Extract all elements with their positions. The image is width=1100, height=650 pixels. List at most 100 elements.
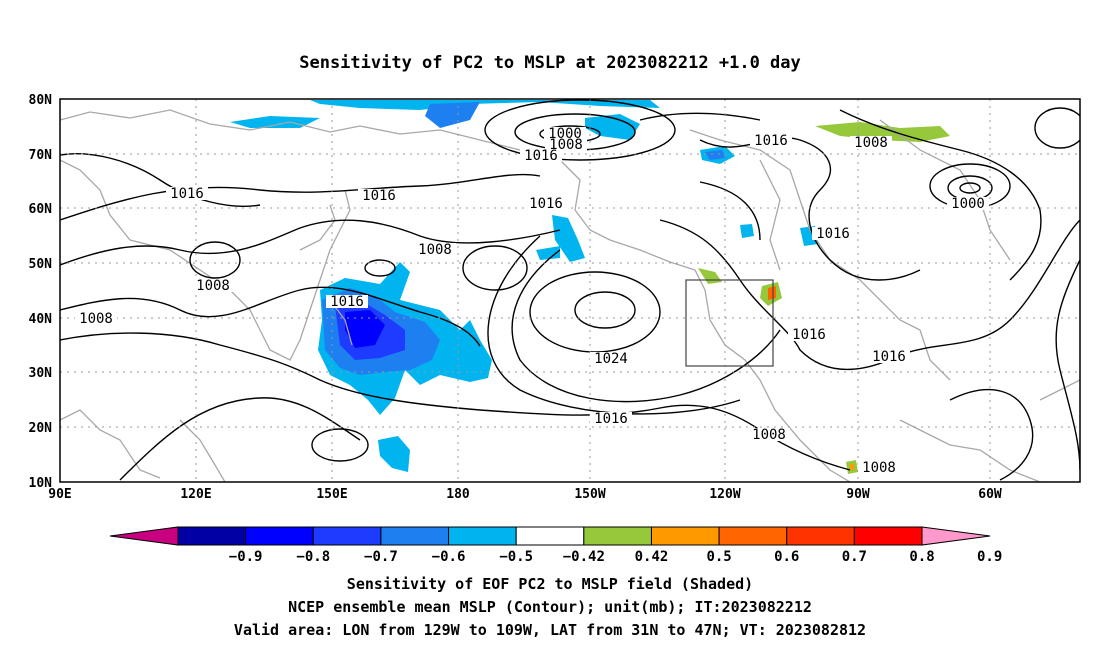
svg-text:1008: 1008	[752, 427, 786, 443]
footer-line-2: NCEP ensemble mean MSLP (Contour); unit(…	[288, 598, 812, 616]
svg-text:1008: 1008	[196, 278, 230, 294]
lat-label: 50N	[29, 257, 53, 272]
shade-arctic-core	[425, 102, 480, 128]
svg-text:1016: 1016	[872, 349, 906, 365]
colorbar-extend-low	[109, 526, 179, 546]
lon-label: 120E	[180, 487, 211, 502]
contour-label: 1000	[947, 196, 989, 212]
colorbar-label: 0.8	[909, 549, 934, 565]
contour-label: 1016	[166, 186, 208, 202]
lon-label: 180	[446, 487, 470, 502]
contour-label: 1008	[850, 135, 892, 151]
contour-label: 1016	[750, 133, 792, 149]
lat-label: 30N	[29, 366, 53, 381]
lat-label: 60N	[29, 202, 53, 217]
colorbar-label: 0.9	[977, 549, 1002, 565]
colorbar-segment	[312, 526, 382, 546]
colorbar-extend-high	[921, 526, 991, 546]
contour-label: 1016	[358, 188, 400, 204]
colorbar: −0.9 −0.8 −0.7 −0.6 −0.5 −0.42 0.42 0.5 0.6 0.7 0.…	[109, 526, 1002, 565]
colorbar-segment	[718, 526, 788, 546]
shade-nw-pacific-center	[345, 310, 385, 348]
valid-area-box	[685, 279, 774, 367]
lon-label: 60W	[978, 487, 1002, 502]
svg-text:1016: 1016	[754, 133, 788, 149]
lat-axis: 80N 70N 60N 50N 40N 30N 20N 10N	[29, 93, 53, 491]
shade-arctic-left	[230, 116, 320, 128]
contour-label: 1016	[788, 327, 830, 343]
contour-label: 1016	[326, 294, 368, 310]
colorbar-label: −0.8	[296, 549, 330, 565]
shade-hudson	[740, 224, 754, 238]
colorbar-segment	[583, 526, 652, 546]
shade-arctic-top	[310, 100, 660, 110]
shade-canada-core	[705, 150, 726, 160]
colorbar-label: 0.5	[706, 549, 731, 565]
lat-label: 70N	[29, 148, 53, 163]
colorbar-label: 0.42	[635, 549, 669, 565]
lon-label: 150E	[316, 487, 347, 502]
lon-label: 120W	[709, 487, 740, 502]
colorbar-label: −0.42	[563, 549, 605, 565]
lat-label: 20N	[29, 421, 53, 436]
map-frame	[59, 98, 1081, 483]
colorbar-label: −0.7	[364, 549, 398, 565]
contour-label: 1016	[812, 226, 854, 242]
svg-text:1016: 1016	[362, 188, 396, 204]
svg-text:1016: 1016	[524, 148, 558, 164]
lon-label: 150W	[574, 487, 605, 502]
colorbar-label: −0.5	[499, 549, 533, 565]
contour-label: 1016	[868, 349, 910, 365]
contour-label: 1016	[520, 148, 562, 164]
svg-text:1008: 1008	[79, 311, 113, 327]
footer-line-1: Sensitivity of EOF PC2 to MSLP field (Sh…	[347, 575, 753, 593]
graticule	[60, 99, 1080, 482]
colorbar-segment	[380, 526, 450, 546]
svg-text:1008: 1008	[418, 242, 452, 258]
colorbar-segment	[515, 526, 585, 546]
shade-gulf-alaska-b	[536, 246, 560, 260]
contour-label: 1008	[75, 311, 117, 327]
contour-label: 1008	[748, 427, 790, 443]
colorbar-label: −0.6	[432, 549, 466, 565]
contour-labels: 1000 1008 1016 1016 1016 1016 1008 1016 …	[75, 126, 989, 476]
lat-label: 40N	[29, 312, 53, 327]
svg-text:1016: 1016	[170, 186, 204, 202]
colorbar-label: 0.7	[842, 549, 867, 565]
colorbar-segment	[177, 526, 247, 546]
contour-label: 1008	[858, 460, 900, 476]
contour-label: 1016	[590, 411, 632, 427]
map-panel: 1000 1008 1016 1016 1016 1016 1008 1016 …	[29, 93, 1081, 502]
colorbar-label: −0.9	[229, 549, 263, 565]
shade-central-us-core	[768, 286, 776, 300]
colorbar-label: 0.6	[774, 549, 799, 565]
svg-text:1016: 1016	[816, 226, 850, 242]
contour-label: 1016	[525, 196, 567, 212]
svg-text:1016: 1016	[792, 327, 826, 343]
colorbar-segment	[650, 526, 720, 546]
shade-arctic-right	[585, 114, 640, 140]
lon-label: 90E	[48, 487, 71, 502]
svg-text:1016: 1016	[594, 411, 628, 427]
coastlines	[60, 109, 1080, 482]
svg-text:1016: 1016	[529, 196, 563, 212]
contour-label: 1008	[192, 278, 234, 294]
lon-axis: 90E 120E 150E 180 150W 120W 90W 60W	[48, 487, 1002, 502]
svg-text:1000: 1000	[951, 196, 985, 212]
shade-greenland	[815, 122, 950, 142]
svg-text:1008: 1008	[854, 135, 888, 151]
lat-label: 80N	[29, 93, 53, 108]
contour-label: 1024	[590, 351, 632, 367]
figure-title: Sensitivity of PC2 to MSLP at 2023082212…	[299, 53, 801, 73]
lon-label: 90W	[846, 487, 870, 502]
lat-label: 10N	[29, 476, 53, 491]
shade-tropical	[378, 436, 410, 472]
colorbar-segment	[245, 526, 314, 546]
contour-label: 1008	[414, 242, 456, 258]
colorbar-segment	[853, 526, 923, 546]
svg-text:1016: 1016	[330, 294, 364, 310]
shade-gulf-alaska	[552, 215, 585, 262]
colorbar-segment	[448, 526, 517, 546]
colorbar-segment	[786, 526, 855, 546]
